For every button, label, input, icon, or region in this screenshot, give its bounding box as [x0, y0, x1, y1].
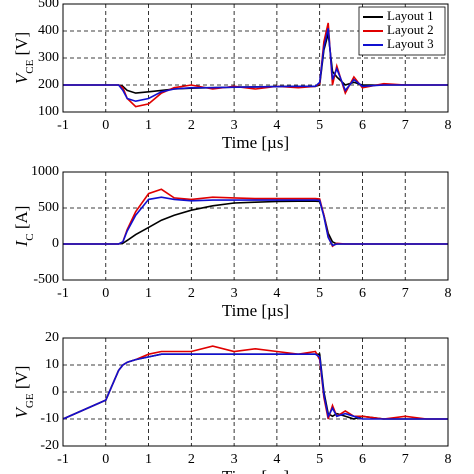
x-tick-label: 4 — [273, 286, 280, 301]
y-axis-label-part: [V] — [12, 366, 31, 394]
legend-label: Layout 3 — [387, 36, 434, 51]
x-axis-label: Time [µs] — [222, 301, 289, 320]
y-axis-label-part: GE — [24, 393, 36, 408]
axes-box — [62, 171, 449, 281]
y-tick-label: -10 — [40, 411, 59, 426]
x-tick-label: -1 — [57, 286, 69, 301]
y-axis-label-part: V — [12, 71, 31, 84]
x-tick-label: 0 — [102, 118, 109, 133]
x-tick-label: -1 — [57, 452, 69, 467]
x-tick-label: 0 — [102, 286, 109, 301]
x-tick-label: 4 — [273, 118, 280, 133]
y-axis-label-part: V — [12, 405, 31, 418]
x-tick-label: 5 — [316, 118, 323, 133]
legend-label: Layout 2 — [387, 22, 434, 37]
y-tick-label: -500 — [33, 272, 59, 287]
y-tick-label: 0 — [52, 384, 59, 399]
x-tick-label: 5 — [316, 452, 323, 467]
x-tick-label: 6 — [359, 118, 366, 133]
y-tick-label: 20 — [45, 330, 59, 345]
series-line — [62, 353, 448, 420]
y-axis-label-part: [V] — [12, 32, 31, 60]
x-tick-label: 8 — [445, 118, 452, 133]
x-tick-label: 8 — [445, 452, 452, 467]
y-tick-label: 500 — [38, 0, 59, 11]
series-line — [62, 345, 448, 420]
y-tick-label: 0 — [52, 236, 59, 251]
legend-label: Layout 1 — [387, 8, 434, 23]
axes-box — [62, 337, 449, 447]
y-axis-label-part: [A] — [12, 206, 31, 234]
panel: -1 0 1 2 3 4 5 6 7 8 -500 0 500 1000 Time [µs] IC [A] — [12, 164, 452, 320]
y-axis-label: VGE [V] — [12, 366, 36, 419]
panel: -1 0 1 2 3 4 5 6 7 8 100 200 300 400 500 Time [µs] VCE [… — [12, 0, 452, 152]
x-tick-label: 3 — [231, 286, 238, 301]
y-tick-label: 1000 — [31, 164, 59, 179]
x-axis-label: Time [µs] — [222, 133, 289, 152]
y-tick-label: 100 — [38, 104, 59, 119]
y-axis-label-part: CE — [24, 59, 36, 73]
x-tick-label: 5 — [316, 286, 323, 301]
x-tick-label: 3 — [231, 452, 238, 467]
x-tick-label: 7 — [402, 118, 409, 133]
series-line — [62, 353, 448, 420]
x-tick-label: 0 — [102, 452, 109, 467]
y-axis-label-part: I — [12, 239, 31, 247]
x-tick-label: 7 — [402, 452, 409, 467]
axes-box — [62, 3, 449, 113]
y-tick-label: 10 — [45, 357, 59, 372]
x-tick-label: 4 — [273, 452, 280, 467]
series-line — [63, 196, 448, 247]
x-tick-label: 6 — [359, 452, 366, 467]
y-tick-label: 200 — [38, 77, 59, 92]
x-tick-label: 1 — [145, 452, 152, 467]
x-tick-label: 1 — [145, 286, 152, 301]
x-axis-label: Time [µs] — [222, 467, 289, 474]
x-tick-label: 2 — [188, 286, 195, 301]
x-tick-label: -1 — [57, 118, 69, 133]
y-axis-label-part: C — [24, 233, 36, 240]
y-axis-label: VCE [V] — [12, 32, 36, 84]
x-tick-label: 1 — [145, 118, 152, 133]
y-tick-label: 300 — [38, 50, 59, 65]
x-tick-label: 3 — [231, 118, 238, 133]
x-tick-label: 8 — [445, 286, 452, 301]
y-tick-label: 400 — [38, 23, 59, 38]
x-tick-label: 6 — [359, 286, 366, 301]
series-line — [63, 188, 448, 248]
y-tick-label: -20 — [40, 438, 59, 453]
series-line — [63, 28, 448, 103]
y-axis-label: IC [A] — [12, 206, 36, 248]
x-tick-label: 2 — [188, 118, 195, 133]
y-tick-label: 500 — [38, 200, 59, 215]
x-tick-label: 7 — [402, 286, 409, 301]
x-tick-label: 2 — [188, 452, 195, 467]
